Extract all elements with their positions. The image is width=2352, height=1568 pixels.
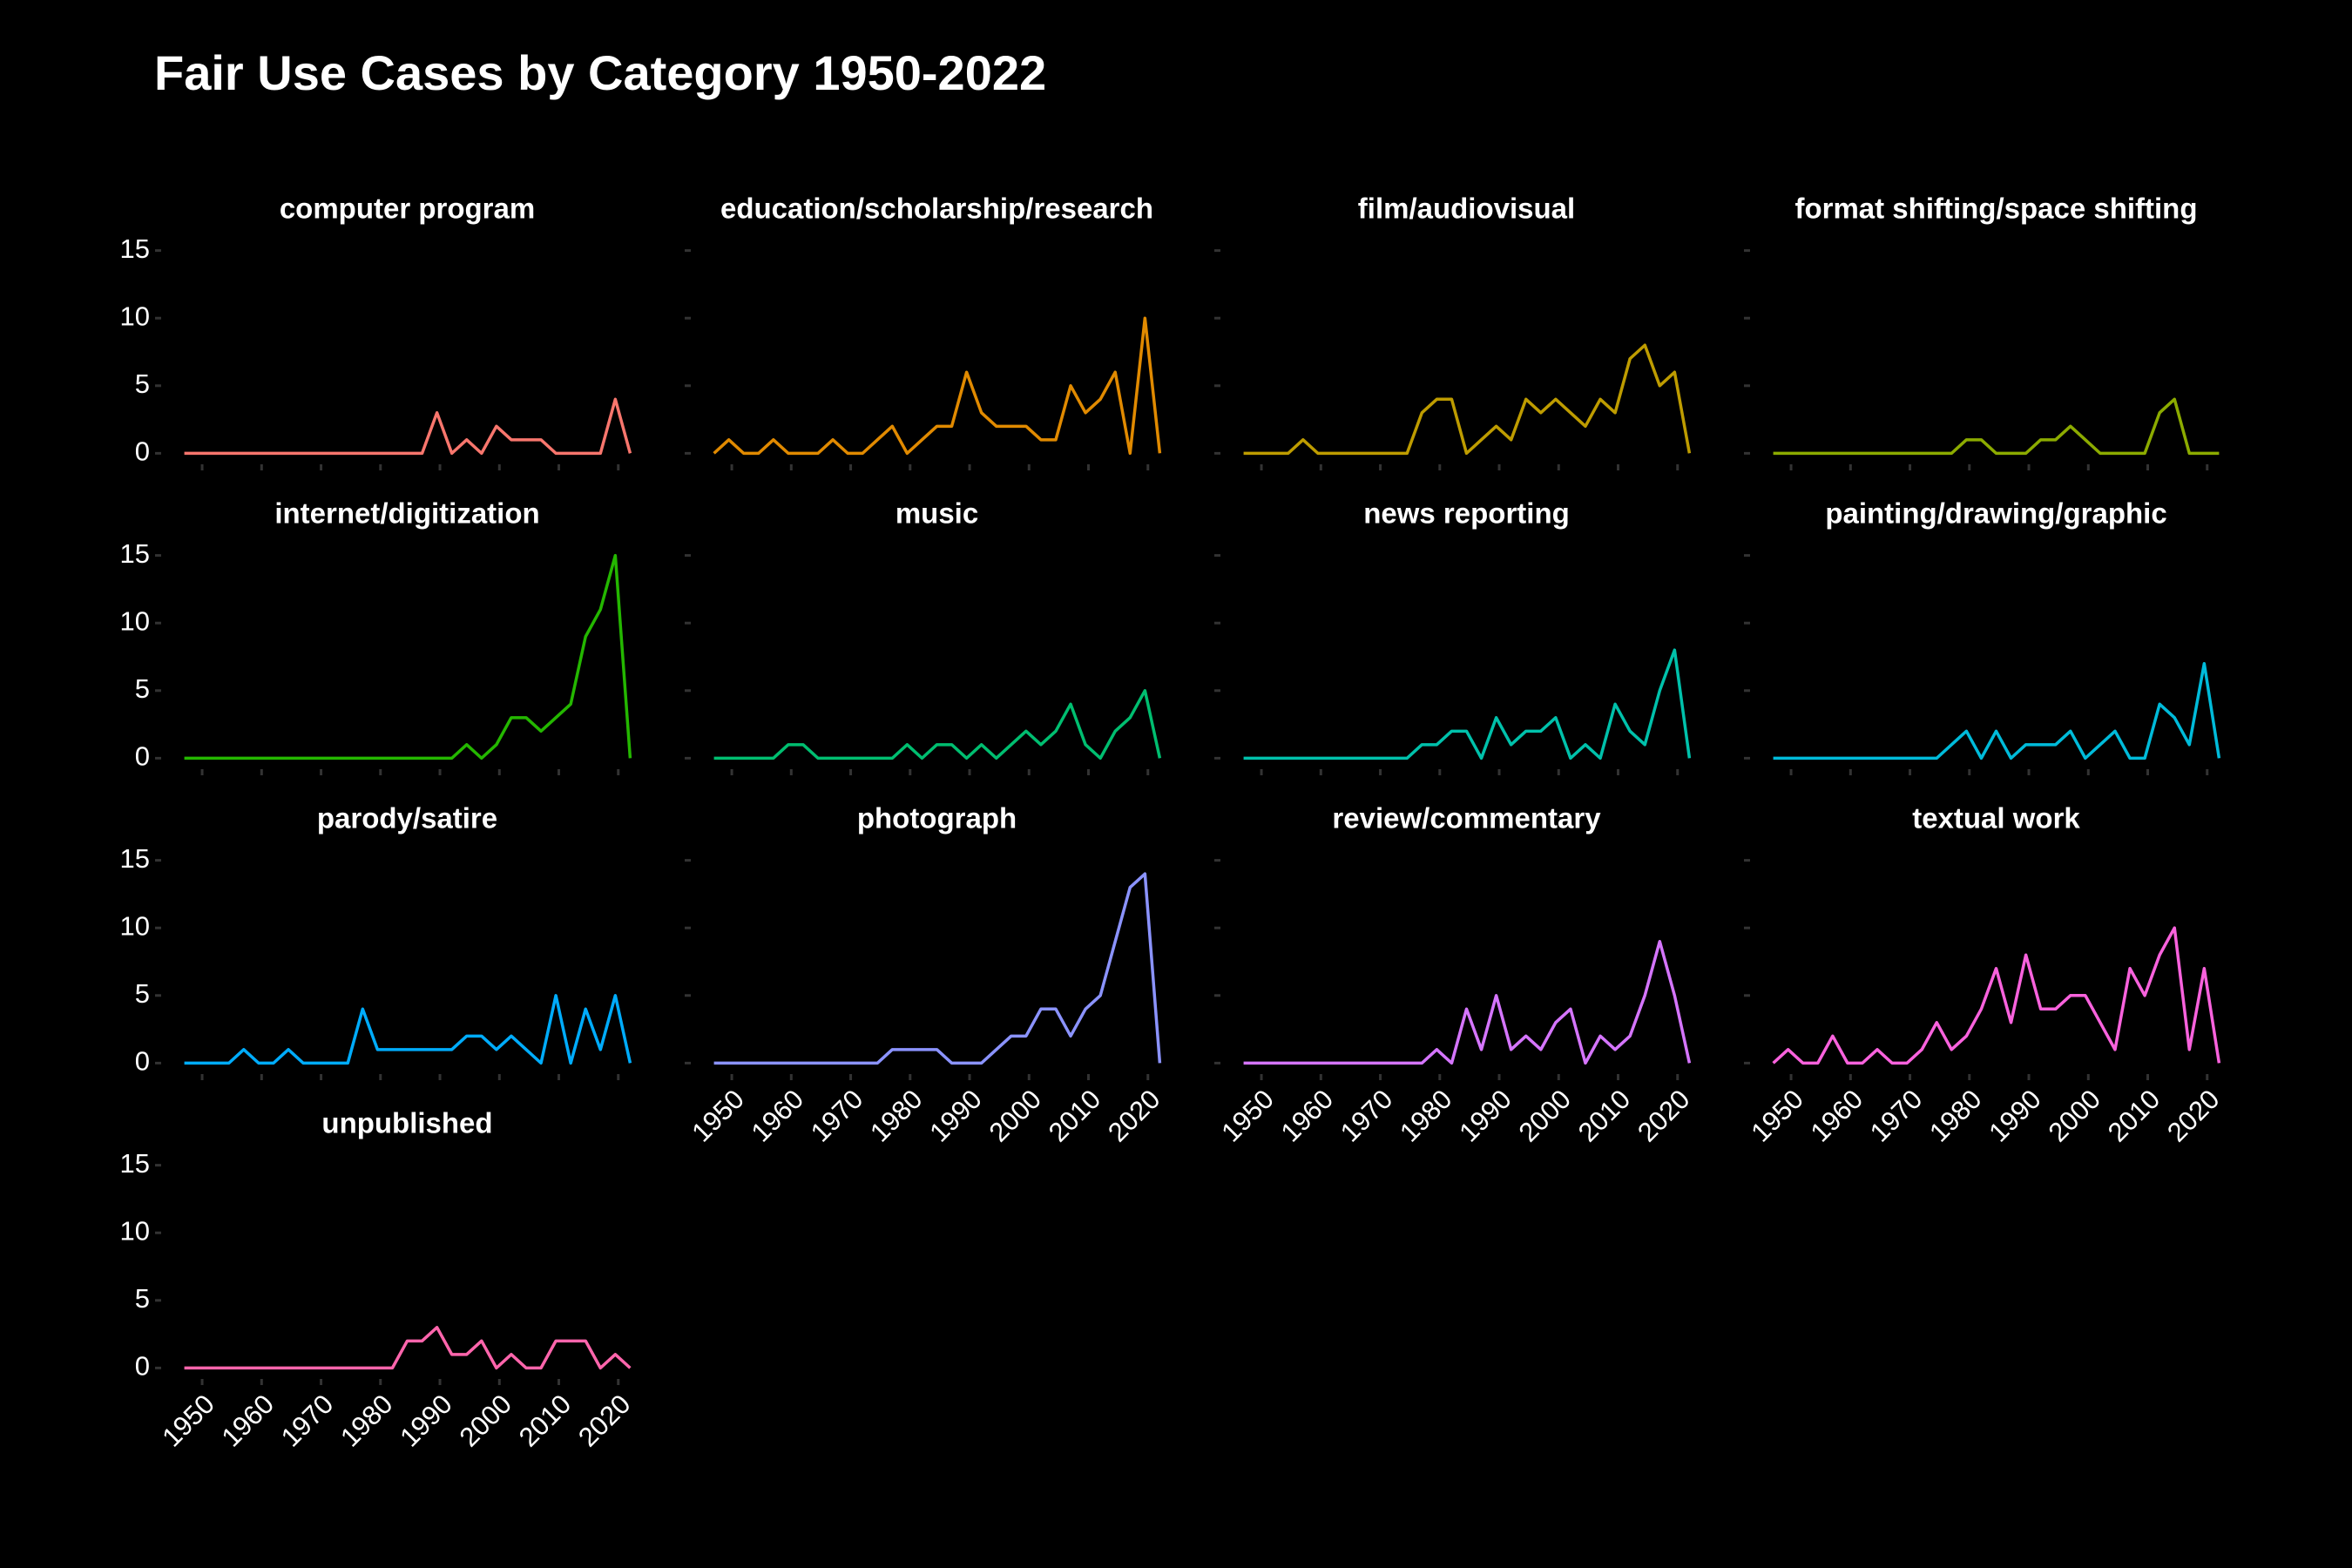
facet-title: painting/drawing/graphic [1825, 497, 2166, 530]
facet-title: parody/satire [317, 802, 497, 835]
y-tick-label: 5 [135, 368, 150, 399]
y-tick-label: 10 [120, 1215, 150, 1246]
series-line [713, 872, 1162, 1065]
series-line [713, 689, 1162, 760]
y-tick-label: 0 [135, 436, 150, 467]
y-tick-label: 0 [135, 1351, 150, 1382]
series-line [1243, 939, 1692, 1065]
series-line [184, 397, 632, 456]
series-line [1772, 926, 2221, 1065]
y-tick-label: 5 [135, 673, 150, 704]
series-line [1773, 397, 2220, 456]
chart-title: Fair Use Cases by Category 1950-2022 [154, 45, 1046, 100]
series-line [1243, 648, 1692, 760]
facet-title: film/audiovisual [1358, 193, 1575, 225]
facet-title: computer program [280, 193, 535, 225]
facet-title: education/scholarship/research [720, 193, 1153, 225]
y-tick-label: 10 [120, 301, 150, 331]
facet-title: review/commentary [1332, 802, 1601, 835]
series-line [184, 1326, 632, 1370]
y-tick-label: 10 [120, 605, 150, 636]
facet-title: photograph [857, 802, 1017, 835]
series-line [184, 994, 632, 1065]
y-tick-label: 0 [135, 741, 150, 772]
facet-title: music [896, 497, 978, 530]
facet-title: format shifting/space shifting [1794, 193, 2197, 225]
facet-title: textual work [1912, 802, 2080, 835]
series-line [713, 316, 1162, 456]
y-tick-label: 10 [120, 910, 150, 941]
y-tick-label: 15 [120, 1148, 150, 1179]
y-tick-label: 15 [120, 233, 150, 264]
series-line [1773, 662, 2221, 760]
y-tick-label: 5 [135, 978, 150, 1009]
series-line [184, 553, 632, 760]
series-line [1243, 343, 1692, 456]
facet-title: unpublished [321, 1107, 492, 1139]
facet-title: news reporting [1363, 497, 1570, 530]
y-tick-label: 5 [135, 1283, 150, 1314]
y-tick-label: 0 [135, 1046, 150, 1077]
y-tick-label: 15 [120, 538, 150, 569]
y-tick-label: 15 [120, 843, 150, 874]
facet-title: internet/digitization [274, 497, 539, 530]
